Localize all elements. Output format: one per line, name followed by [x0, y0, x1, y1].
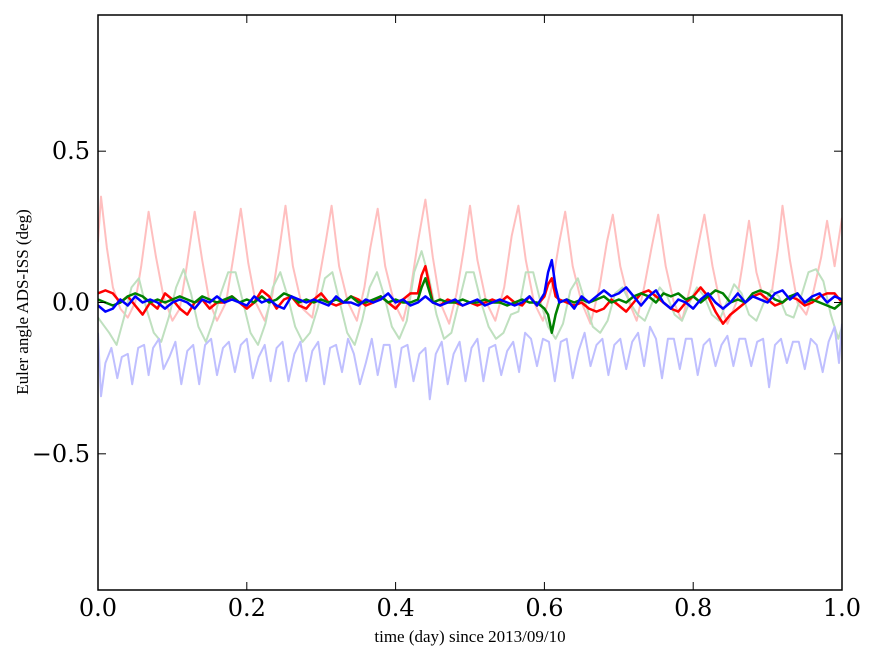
x-tick-label: 0.6: [525, 594, 563, 622]
x-tick-label: 0.4: [377, 594, 415, 622]
axis-ticks: 0.0 0.2 0.4 0.6 0.8 1.0 −0.5 0.0 0.5: [32, 15, 861, 622]
plot-area: [98, 195, 842, 401]
x-tick-label: 0.2: [228, 594, 266, 622]
x-tick-label: 0.0: [79, 594, 117, 622]
series-line-1: [98, 195, 842, 325]
series-line-2: [98, 250, 842, 346]
series-line-5: [98, 277, 842, 335]
x-axis-label: time (day) since 2013/09/10: [374, 627, 565, 646]
y-tick-label: 0.0: [52, 289, 90, 317]
series-line-3: [98, 323, 842, 401]
series-line-6: [98, 258, 842, 313]
y-tick-label: −0.5: [32, 440, 90, 468]
x-tick-label: 0.8: [674, 594, 712, 622]
x-tick-label: 1.0: [823, 594, 861, 622]
y-axis-label: Euler angle ADS-ISS (deg): [13, 209, 32, 395]
y-tick-label: 0.5: [52, 137, 90, 165]
